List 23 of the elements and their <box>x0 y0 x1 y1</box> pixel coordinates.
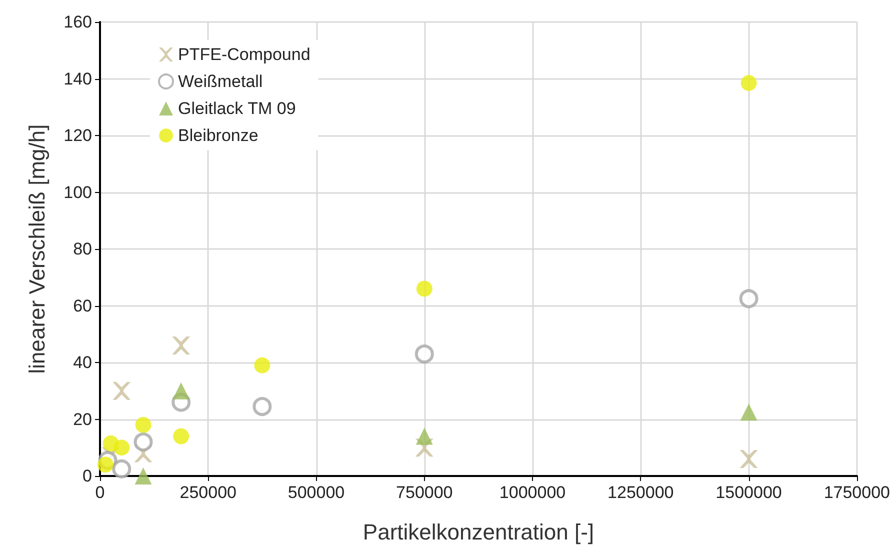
legend-label: PTFE-Compound <box>178 45 310 64</box>
y-tick-label: 60 <box>73 296 92 316</box>
y-tick-label: 100 <box>64 182 92 202</box>
x-tick-label: 1500000 <box>716 483 782 502</box>
y-tick-label: 120 <box>64 126 92 145</box>
legend-label: Bleibronze <box>178 126 258 145</box>
x-tick-label: 750000 <box>396 483 453 502</box>
legend-label: Gleitlack TM 09 <box>178 99 296 118</box>
y-tick-label: 0 <box>82 466 92 486</box>
x-tick-label: 1750000 <box>824 483 890 502</box>
y-tick-label: 80 <box>73 240 92 258</box>
x-tick-label: 1000000 <box>499 483 566 502</box>
x-tick-label: 500000 <box>288 483 345 502</box>
y-tick-label: 40 <box>73 353 92 372</box>
x-tick-label: 1250000 <box>608 483 674 502</box>
x-axis-title: Partikelkonzentration [-] <box>362 520 594 544</box>
x-tick-label: 0 <box>95 483 105 502</box>
y-axis-title: linearer Verschleiß [mg/h] <box>24 124 50 374</box>
x-tick-label: 250000 <box>180 483 236 502</box>
legend-label: Weißmetall <box>178 72 263 91</box>
y-tick-label: 160 <box>64 12 92 32</box>
y-tick-label: 140 <box>64 69 92 88</box>
y-tick-label: 20 <box>73 410 92 429</box>
